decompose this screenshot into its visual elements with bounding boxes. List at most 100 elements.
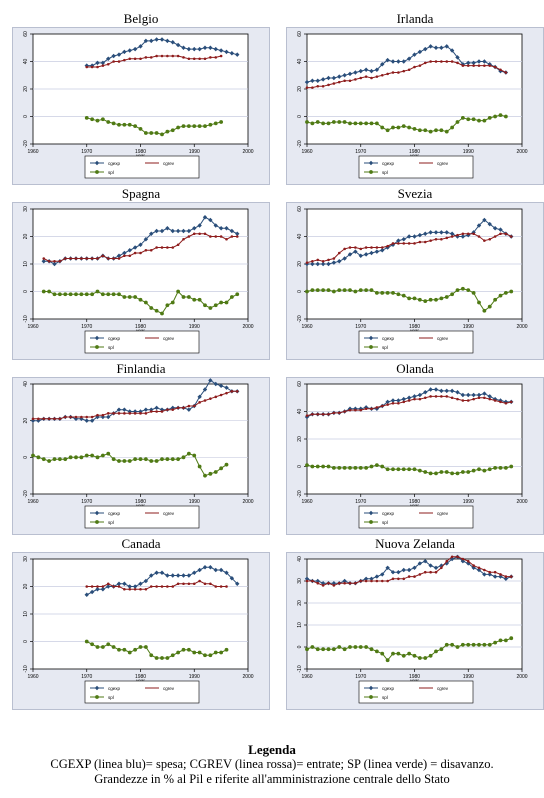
chart-legend: cgexp cgrev spl bbox=[84, 505, 200, 529]
data-point-cgrev bbox=[96, 585, 99, 588]
data-point-spl bbox=[423, 299, 428, 304]
x-tick-label: 1970 bbox=[355, 674, 366, 680]
series-spl bbox=[305, 113, 508, 134]
data-point-cgrev bbox=[305, 579, 309, 583]
chart-panel: Irlanda -20 0 20 40 60 1960 1970 1980 1990 2000 yea… bbox=[286, 11, 544, 186]
data-point-cgrev bbox=[155, 410, 158, 413]
y-tick-label: 40 bbox=[23, 59, 29, 65]
data-point-cgrev bbox=[348, 79, 352, 83]
data-point-spl bbox=[90, 292, 95, 297]
data-point-spl bbox=[63, 292, 68, 297]
data-point-cgrev bbox=[53, 417, 56, 421]
data-point-spl bbox=[391, 125, 395, 130]
data-point-spl bbox=[471, 642, 476, 647]
data-point-spl bbox=[369, 464, 374, 469]
y-tick-label: -20 bbox=[297, 490, 303, 497]
data-point-spl bbox=[380, 125, 385, 130]
data-point-cgexp bbox=[320, 77, 326, 82]
data-point-cgexp bbox=[385, 399, 390, 405]
data-point-spl bbox=[203, 653, 207, 658]
data-point-spl bbox=[439, 296, 444, 301]
data-point-cgrev bbox=[128, 587, 132, 591]
data-point-spl bbox=[428, 297, 433, 302]
data-point-cgexp bbox=[154, 228, 159, 234]
data-point-spl bbox=[47, 289, 52, 294]
data-point-cgrev bbox=[348, 246, 352, 249]
data-point-cgexp bbox=[208, 565, 213, 570]
data-point-cgrev bbox=[499, 232, 502, 236]
data-point-cgexp bbox=[449, 48, 455, 53]
data-point-spl bbox=[482, 118, 487, 123]
data-point-spl bbox=[100, 453, 105, 458]
data-point-cgrev bbox=[370, 407, 373, 411]
data-point-cgrev bbox=[337, 251, 341, 255]
y-tick-label: 60 bbox=[297, 381, 303, 387]
x-axis-label: year bbox=[136, 328, 145, 333]
data-point-spl bbox=[401, 467, 406, 472]
x-tick-label: 1960 bbox=[27, 674, 38, 680]
data-point-cgexp bbox=[132, 584, 138, 589]
legend-marker-spl bbox=[95, 170, 99, 174]
data-point-cgrev bbox=[493, 399, 497, 402]
data-point-cgrev bbox=[509, 400, 513, 404]
data-point-spl bbox=[369, 121, 374, 126]
data-point-spl bbox=[353, 645, 358, 649]
legend-label-spl: spl bbox=[108, 695, 114, 700]
chart-svg: -20 0 20 40 1960 1970 1980 1990 2000 year cgexp cgr… bbox=[23, 378, 254, 529]
data-point-cgexp bbox=[503, 576, 509, 581]
data-point-cgrev bbox=[149, 410, 153, 413]
x-tick-label: 2000 bbox=[516, 674, 527, 680]
data-point-cgexp bbox=[449, 556, 455, 562]
data-point-cgrev bbox=[418, 64, 422, 67]
data-point-cgexp bbox=[396, 238, 401, 243]
data-point-spl bbox=[450, 471, 455, 476]
data-point-cgrev bbox=[85, 585, 89, 588]
legend-line-2: Grandezze in % al Pil e riferite all'amm… bbox=[94, 772, 450, 786]
data-point-spl bbox=[396, 125, 401, 130]
data-point-cgexp bbox=[154, 570, 159, 575]
series-cgrev bbox=[85, 579, 228, 591]
data-point-cgrev bbox=[477, 235, 481, 238]
data-point-cgrev bbox=[63, 415, 67, 419]
data-point-cgrev bbox=[166, 54, 169, 58]
data-point-cgexp bbox=[423, 46, 428, 52]
data-point-cgrev bbox=[106, 582, 110, 586]
data-point-spl bbox=[493, 640, 498, 645]
data-point-cgexp bbox=[369, 576, 374, 581]
y-tick-label: 0 bbox=[297, 645, 303, 648]
data-point-cgexp bbox=[444, 230, 449, 235]
data-point-cgrev bbox=[203, 399, 207, 402]
chart-panel: Olanda -20 0 20 40 60 1960 1970 1980 1990 2000 year… bbox=[286, 361, 544, 536]
data-point-cgexp bbox=[224, 385, 229, 390]
data-point-cgrev bbox=[133, 251, 137, 255]
y-tick-label: 40 bbox=[297, 234, 303, 240]
data-point-cgexp bbox=[224, 49, 229, 55]
data-point-cgrev bbox=[203, 582, 207, 586]
y-tick-label: 0 bbox=[23, 115, 29, 118]
data-point-cgrev bbox=[461, 64, 465, 67]
data-point-cgexp bbox=[471, 392, 476, 398]
data-point-spl bbox=[455, 471, 460, 476]
data-point-cgexp bbox=[353, 70, 358, 75]
data-point-cgexp bbox=[170, 573, 175, 578]
legend-label-cgrev: cgrev bbox=[437, 161, 449, 166]
data-point-cgrev bbox=[488, 397, 492, 401]
data-point-cgrev bbox=[413, 575, 416, 578]
data-point-cgexp bbox=[218, 383, 224, 389]
legend-label-cgrev: cgrev bbox=[163, 336, 175, 341]
data-point-spl bbox=[213, 470, 218, 474]
y-tick-label: 40 bbox=[297, 556, 303, 562]
data-point-spl bbox=[321, 464, 326, 469]
data-point-cgexp bbox=[143, 237, 149, 242]
data-point-spl bbox=[52, 457, 57, 462]
data-point-spl bbox=[106, 292, 111, 297]
data-point-spl bbox=[471, 468, 476, 473]
data-point-cgexp bbox=[197, 46, 202, 52]
data-point-cgrev bbox=[488, 570, 492, 574]
data-point-spl bbox=[176, 650, 181, 655]
data-point-cgrev bbox=[219, 585, 223, 588]
y-tick-label: 20 bbox=[23, 234, 29, 240]
data-point-cgexp bbox=[428, 387, 433, 392]
data-point-spl bbox=[160, 457, 164, 462]
data-point-cgrev bbox=[106, 412, 110, 415]
